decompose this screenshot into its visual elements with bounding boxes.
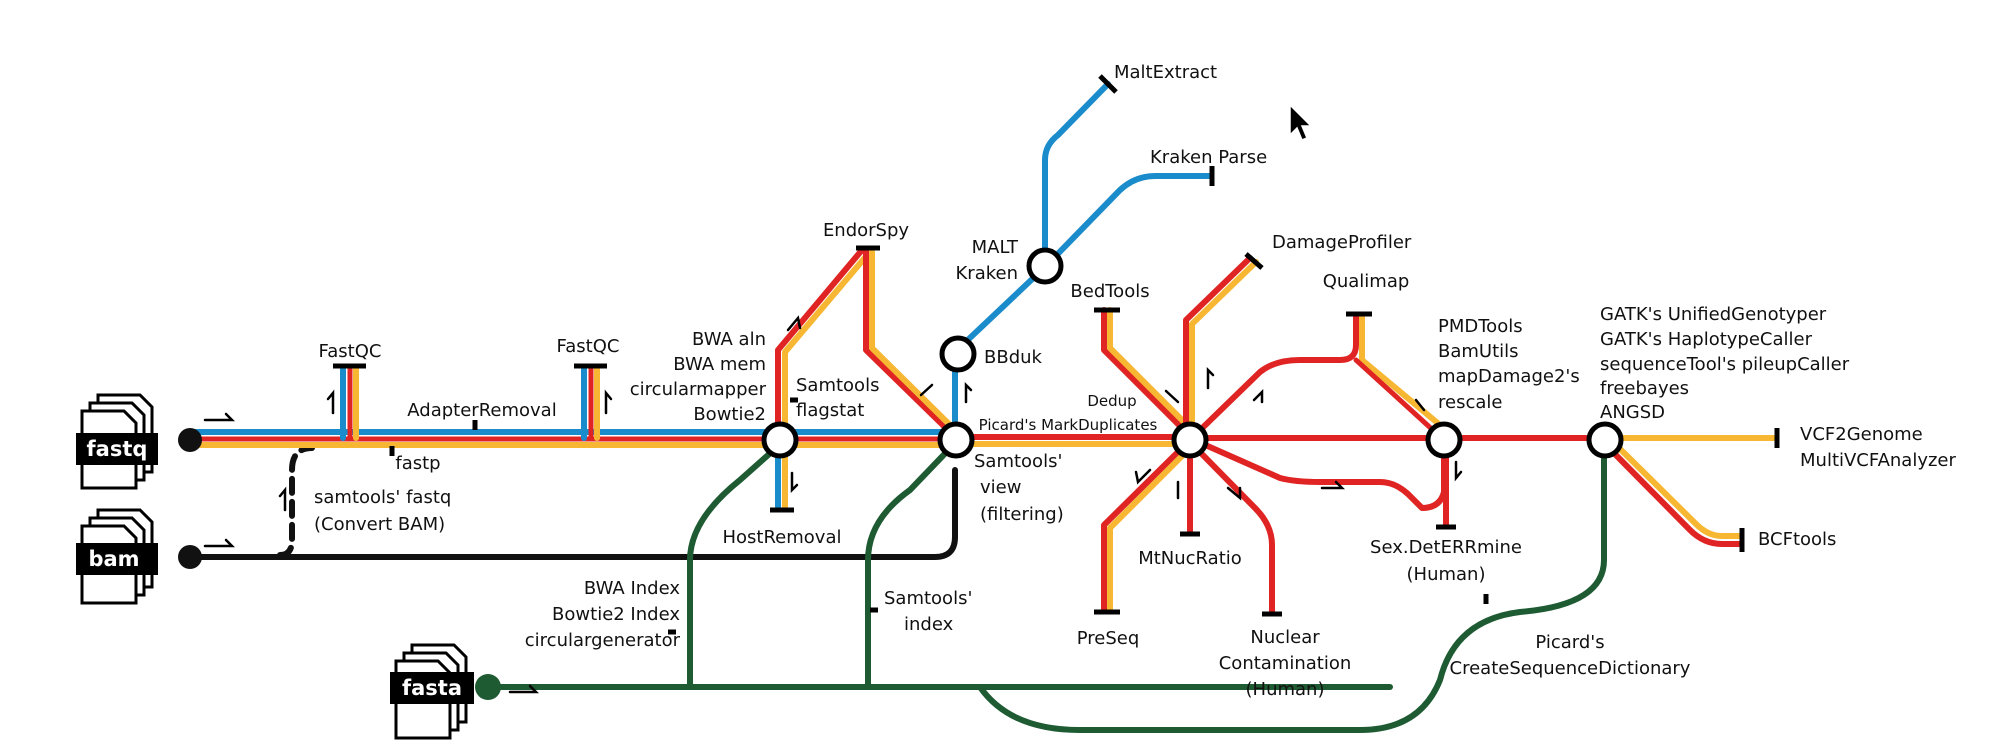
label-convert-bam: (Convert BAM) — [314, 514, 445, 535]
label-samtools-view-2: view — [980, 477, 1021, 498]
fasta-line — [485, 437, 1607, 733]
label-bwa-aln: BWA aln — [692, 329, 766, 350]
label-kraken: Kraken — [956, 263, 1019, 284]
label-host-removal: HostRemoval — [723, 527, 842, 548]
label-rescale: rescale — [1438, 392, 1502, 413]
label-fastqc-2: FastQC — [557, 336, 620, 357]
label-damageprofiler: DamageProfiler — [1272, 232, 1412, 253]
label-bedtools: BedTools — [1070, 281, 1149, 302]
label-freebayes: freebayes — [1600, 378, 1689, 399]
bcftools-branch — [1602, 437, 1743, 547]
label-mtnucratio: MtNucRatio — [1138, 548, 1242, 569]
label-kraken-parse: Kraken Parse — [1150, 147, 1267, 168]
label-sex-human: (Human) — [1407, 564, 1486, 585]
fasta-label: fasta — [402, 676, 462, 700]
label-bbduk: BBduk — [984, 347, 1043, 368]
stations — [178, 247, 1624, 700]
label-samtools-view-3: (filtering) — [980, 504, 1064, 525]
station-malt-kraken[interactable] — [1026, 247, 1064, 285]
label-vcf2genome: VCF2Genome — [1800, 424, 1923, 445]
label-bamutils: BamUtils — [1438, 341, 1519, 362]
label-bcftools: BCFtools — [1758, 529, 1836, 550]
label-bwa-index: BWA Index — [584, 578, 680, 599]
label-samtools-index-2: index — [904, 614, 954, 635]
label-pmdtools: PMDTools — [1438, 316, 1523, 337]
label-contamination: Contamination — [1219, 653, 1352, 674]
label-bowtie2-index: Bowtie2 Index — [552, 604, 680, 625]
label-markduplicates: Picard's MarkDuplicates — [979, 416, 1158, 434]
main-trunk — [187, 365, 1778, 511]
label-pileupcaller: sequenceTool's pileupCaller — [1600, 354, 1850, 375]
station-mapping[interactable] — [761, 421, 799, 459]
label-adapter-removal: AdapterRemoval — [407, 400, 556, 421]
label-malt: MALT — [972, 237, 1019, 258]
dedup-branches — [1101, 255, 1449, 615]
station-pmdtools[interactable] — [1425, 421, 1463, 459]
station-dedup[interactable] — [1171, 421, 1209, 459]
label-endorspy: EndorSpy — [823, 220, 909, 241]
fastq-file-icon: fastq — [76, 393, 158, 490]
fasta-input-dot — [475, 674, 501, 700]
label-contamination-human: (Human) — [1246, 679, 1325, 700]
label-circulargenerator: circulargenerator — [525, 630, 681, 651]
label-createsequencedictionary: CreateSequenceDictionary — [1450, 658, 1691, 679]
label-samtools-view-1: Samtools' — [974, 451, 1062, 472]
label-nuclear: Nuclear — [1250, 627, 1320, 648]
label-multivcfanalyzer: MultiVCFAnalyzer — [1800, 450, 1957, 471]
label-malt-extract: MaltExtract — [1114, 62, 1217, 83]
label-haplotypecaller: GATK's HaplotypeCaller — [1600, 329, 1813, 350]
fastq-input-dot — [178, 428, 202, 452]
label-fastqc-1: FastQC — [319, 341, 382, 362]
label-picard: Picard's — [1535, 632, 1604, 653]
label-preseq: PreSeq — [1077, 628, 1140, 649]
bam-input-dot — [178, 545, 202, 569]
endorspy-branch — [775, 247, 960, 435]
station-labels: FastQC FastQC AdapterRemoval fastp samto… — [314, 62, 1957, 700]
label-fastp: fastp — [395, 453, 440, 474]
bam-line — [187, 445, 958, 560]
terminus-bars — [333, 74, 1780, 635]
label-samtools-flagstat-1: Samtools — [796, 375, 879, 396]
label-samtools-index-1: Samtools' — [884, 588, 972, 609]
label-angsd: ANGSD — [1600, 402, 1665, 423]
label-unifiedgenotyper: GATK's UnifiedGenotyper — [1600, 304, 1827, 325]
bam-label: bam — [88, 547, 139, 571]
label-mapdamage2: mapDamage2's — [1438, 366, 1580, 387]
label-dedup: Dedup — [1087, 392, 1136, 410]
label-sex-determine: Sex.DetERRmine — [1370, 537, 1522, 558]
label-bwa-mem: BWA mem — [673, 354, 766, 375]
label-bowtie2: Bowtie2 — [693, 404, 766, 425]
fastq-label: fastq — [87, 437, 148, 461]
station-genotyper[interactable] — [1586, 421, 1624, 459]
mouse-cursor-icon — [1289, 103, 1313, 141]
label-qualimap: Qualimap — [1323, 271, 1410, 292]
label-circularmapper: circularmapper — [630, 379, 767, 400]
station-samtools-view[interactable] — [937, 421, 975, 459]
direction-arrows — [203, 315, 1463, 694]
bam-file-icon: bam — [76, 508, 158, 605]
fasta-file-icon: fasta — [390, 643, 474, 740]
label-samtools-flagstat-2: flagstat — [796, 400, 864, 421]
station-bbduk[interactable] — [939, 335, 977, 373]
label-samtools-fastq: samtools' fastq — [314, 487, 451, 508]
